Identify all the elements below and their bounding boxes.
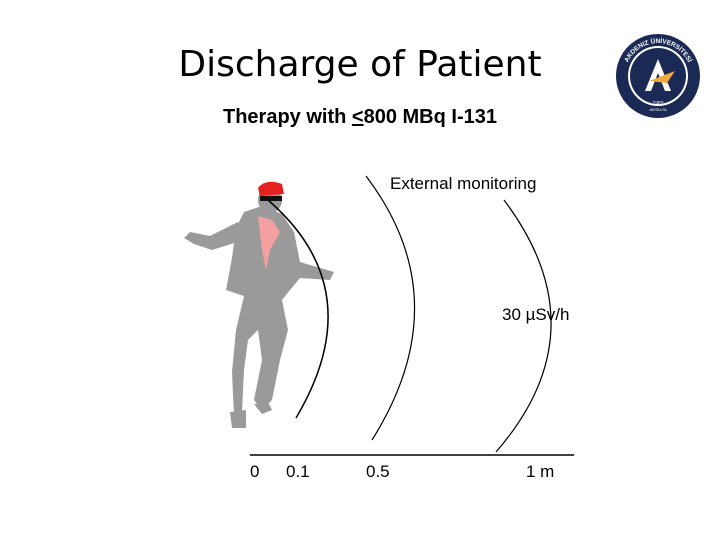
distance-tick-1m: 1 m <box>526 462 555 481</box>
distance-tick-0: 0 <box>250 462 260 481</box>
subtitle-le-symbol: < <box>351 106 364 128</box>
subtitle-suffix: 800 MBq I-131 <box>363 106 497 128</box>
arc-0-1m <box>267 199 329 419</box>
slide-title: Discharge of Patient <box>178 44 542 85</box>
slide-subtitle: Therapy with <800 MBq I-131 <box>0 106 720 129</box>
distance-tick-0-5: 0.5 <box>366 462 390 481</box>
subtitle-prefix: Therapy with <box>223 106 352 128</box>
university-logo: AKDENIZ ÜNİVERSİTESİ 1982 ANTALYA <box>616 34 700 118</box>
dose-rate-label: 30 µSv/h <box>502 305 570 324</box>
distance-tick-0-1: 0.1 <box>286 462 310 481</box>
arc-1m <box>495 199 552 453</box>
external-monitoring-label: External monitoring <box>390 174 537 193</box>
logo-year: 1982 <box>652 101 663 107</box>
logo-city: ANTALYA <box>649 107 667 112</box>
patient-figure <box>184 181 334 428</box>
arc-0-5m <box>365 175 416 441</box>
